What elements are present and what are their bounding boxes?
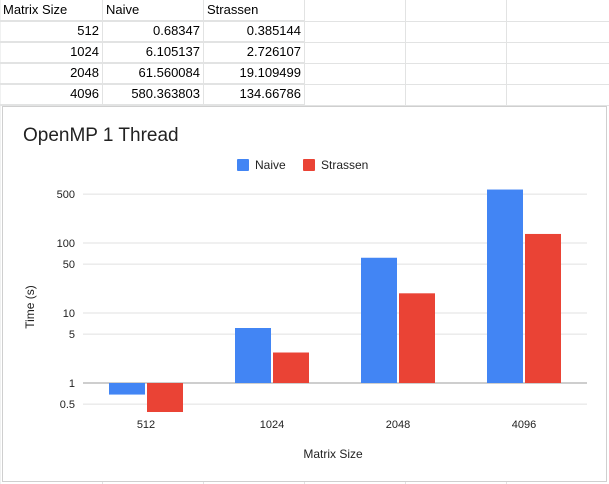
cell-strassen[interactable]: 19.109499: [204, 63, 305, 84]
legend-swatch-strassen: [303, 159, 315, 171]
y-tick-label: 50: [63, 259, 75, 271]
embedded-chart[interactable]: OpenMP 1 Thread Naive Strassen Time (s) …: [2, 106, 607, 482]
chart-title: OpenMP 1 Thread: [23, 125, 179, 146]
cell-naive[interactable]: 6.105137: [103, 42, 204, 63]
cell-strassen[interactable]: 2.726107: [204, 42, 305, 63]
cell-naive[interactable]: 0.68347: [103, 21, 204, 42]
legend-label-naive: Naive: [255, 158, 286, 172]
cell-size[interactable]: 512: [0, 21, 103, 42]
y-tick-label: 100: [57, 238, 75, 250]
y-tick-label: 0.5: [60, 399, 75, 411]
bar-strassen-4096[interactable]: [525, 233, 561, 383]
cell-strassen[interactable]: 134.66786: [204, 84, 305, 105]
bar-strassen-1024[interactable]: [273, 352, 309, 383]
bar-strassen-512[interactable]: [147, 383, 183, 413]
y-tick-label: 1: [69, 378, 75, 390]
cell-strassen[interactable]: 0.385144: [204, 21, 305, 42]
cell-size[interactable]: 1024: [0, 42, 103, 63]
x-tick-label: 4096: [512, 419, 536, 431]
legend-swatch-naive: [237, 159, 249, 171]
bar-naive-512[interactable]: [109, 383, 145, 395]
bar-naive-2048[interactable]: [361, 257, 397, 383]
cell-naive[interactable]: 580.363803: [103, 84, 204, 105]
bar-strassen-2048[interactable]: [399, 293, 435, 383]
cell-header-matrix-size[interactable]: Matrix Size: [0, 0, 103, 21]
y-tick-label: 500: [57, 189, 75, 201]
cell-header-strassen[interactable]: Strassen: [204, 0, 305, 21]
cell-header-naive[interactable]: Naive: [103, 0, 204, 21]
x-tick-label: 512: [137, 419, 155, 431]
cell-naive[interactable]: 61.560084: [103, 63, 204, 84]
cell-size[interactable]: 2048: [0, 63, 103, 84]
y-axis-title: Time (s): [23, 285, 37, 329]
chart-plot: Naive Strassen Time (s) Matrix Size 0.5 1…: [23, 158, 587, 461]
x-axis-title: Matrix Size: [303, 447, 363, 461]
bar-naive-4096[interactable]: [487, 189, 523, 383]
bar-naive-1024[interactable]: [235, 328, 271, 383]
x-tick-label: 2048: [386, 419, 410, 431]
x-tick-label: 1024: [260, 419, 284, 431]
y-tick-label: 10: [63, 308, 75, 320]
y-tick-label: 5: [69, 329, 75, 341]
legend-label-strassen: Strassen: [321, 158, 368, 172]
cell-size[interactable]: 4096: [0, 84, 103, 105]
